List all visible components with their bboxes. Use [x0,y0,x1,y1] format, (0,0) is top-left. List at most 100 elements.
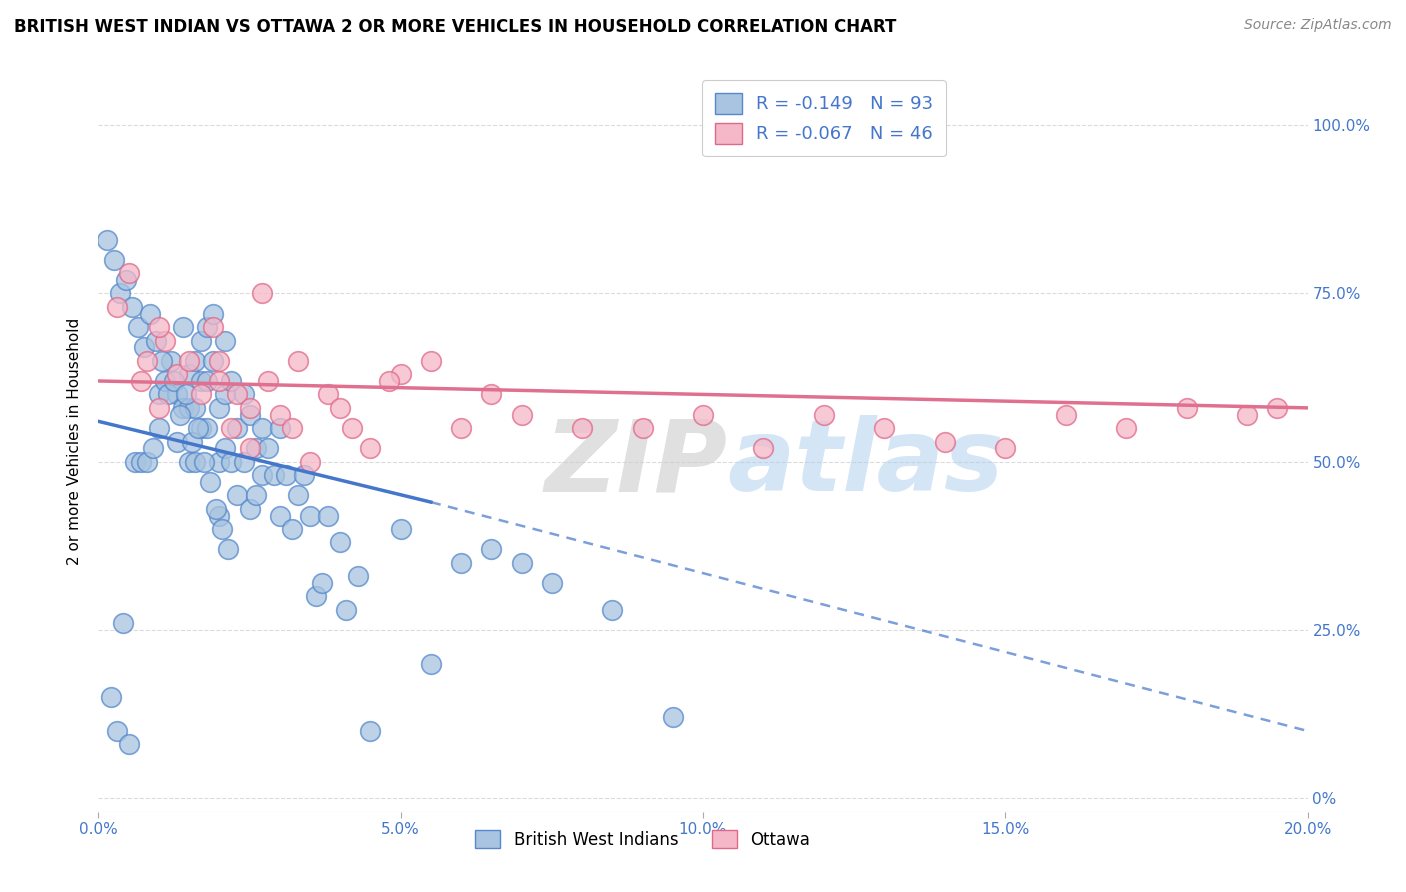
Point [181,434,204,449]
Point [108,286,131,301]
Point [269,508,291,523]
Point [179,368,201,382]
Point [263,468,285,483]
Text: Source: ZipAtlas.com: Source: ZipAtlas.com [1244,18,1392,32]
Point [450,421,472,435]
Point [239,442,262,456]
Point [239,408,262,422]
Point [1267,401,1289,415]
Point [153,374,176,388]
Point [232,387,254,401]
Point [100,690,122,705]
Point [232,455,254,469]
Point [420,657,443,671]
Point [169,408,191,422]
Point [1175,401,1198,415]
Point [111,616,134,631]
Point [994,442,1017,456]
Point [166,368,188,382]
Point [873,421,896,435]
Point [208,374,231,388]
Point [1236,408,1258,422]
Point [250,468,273,483]
Point [692,408,714,422]
Point [195,421,218,435]
Point [135,455,157,469]
Point [129,374,152,388]
Point [481,542,503,557]
Point [226,488,249,502]
Point [132,340,155,354]
Point [156,387,179,401]
Point [269,421,291,435]
Point [450,556,472,570]
Point [202,307,225,321]
Point [214,387,236,401]
Point [305,590,328,604]
Point [202,320,225,334]
Y-axis label: 2 or more Vehicles in Household: 2 or more Vehicles in Household [67,318,83,566]
Point [377,374,399,388]
Point [540,575,562,590]
Point [208,353,231,368]
Point [226,421,249,435]
Point [205,501,228,516]
Point [139,307,162,321]
Point [510,408,533,422]
Point [214,334,236,348]
Point [202,353,225,368]
Point [195,374,218,388]
Point [299,455,322,469]
Point [187,421,209,435]
Point [148,320,170,334]
Point [148,387,170,401]
Point [190,387,212,401]
Point [299,508,322,523]
Point [96,233,118,247]
Point [190,334,212,348]
Legend: British West Indians, Ottawa: British West Indians, Ottawa [468,823,817,855]
Point [329,535,352,549]
Point [172,320,194,334]
Point [105,300,128,314]
Point [148,401,170,415]
Point [360,723,382,738]
Point [121,300,143,314]
Point [114,273,136,287]
Point [195,320,218,334]
Point [245,488,267,502]
Point [166,387,188,401]
Point [221,374,243,388]
Point [226,387,249,401]
Point [160,353,183,368]
Point [510,556,533,570]
Point [145,334,167,348]
Point [105,723,128,738]
Point [347,569,370,583]
Point [661,710,683,724]
Point [193,455,215,469]
Point [316,387,339,401]
Text: atlas: atlas [727,416,1004,512]
Point [335,603,357,617]
Point [342,421,364,435]
Point [214,442,236,456]
Text: BRITISH WEST INDIAN VS OTTAWA 2 OR MORE VEHICLES IN HOUSEHOLD CORRELATION CHART: BRITISH WEST INDIAN VS OTTAWA 2 OR MORE … [14,18,897,36]
Point [190,421,212,435]
Point [208,401,231,415]
Point [221,421,243,435]
Point [103,252,125,267]
Point [1115,421,1137,435]
Point [174,387,197,401]
Point [329,401,352,415]
Text: ZIP: ZIP [544,416,727,512]
Point [631,421,654,435]
Point [1054,408,1077,422]
Point [142,442,165,456]
Point [813,408,835,422]
Point [118,266,141,280]
Point [217,542,239,557]
Point [256,442,278,456]
Point [179,455,201,469]
Point [311,575,333,590]
